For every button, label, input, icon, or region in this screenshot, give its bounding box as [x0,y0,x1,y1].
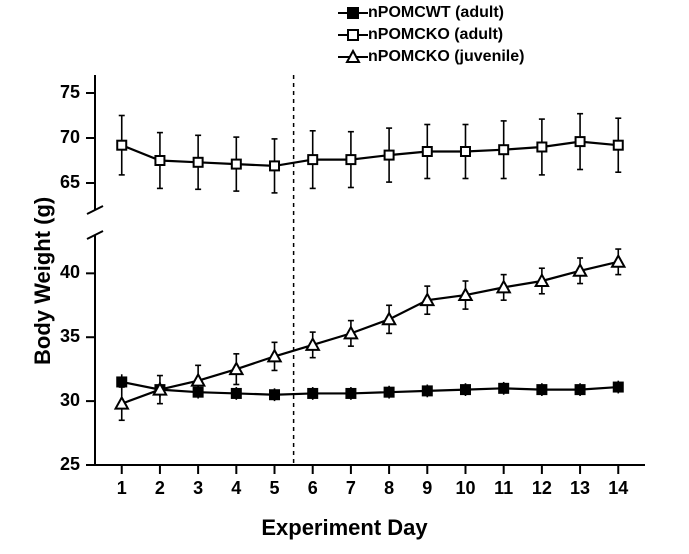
open-square-icon [338,26,368,44]
legend-item: nPOMCWT (adult) [338,2,524,24]
svg-text:8: 8 [384,478,394,498]
svg-text:11: 11 [494,478,513,498]
legend-label: nPOMCWT (adult) [368,4,504,22]
legend: nPOMCWT (adult) nPOMCKO (adult) nPOMCKO (j… [338,2,524,68]
svg-text:4: 4 [231,478,241,498]
svg-text:7: 7 [346,478,356,498]
svg-text:2: 2 [155,478,165,498]
chart-container: 253035406570751234567891011121314 nPOMCW… [0,0,689,554]
filled-square-icon [338,4,368,22]
svg-text:6: 6 [308,478,318,498]
svg-text:1: 1 [117,478,127,498]
svg-text:13: 13 [570,478,590,498]
svg-text:75: 75 [60,82,80,102]
svg-text:35: 35 [60,326,80,346]
chart-svg: 253035406570751234567891011121314 [0,0,689,554]
y-axis-label: Body Weight (g) [30,197,56,365]
legend-label: nPOMCKO (adult) [368,26,503,44]
svg-text:10: 10 [455,478,475,498]
open-triangle-icon [338,48,368,66]
svg-text:12: 12 [532,478,552,498]
legend-label: nPOMCKO (juvenile) [368,48,524,66]
svg-text:30: 30 [60,390,80,410]
svg-text:14: 14 [608,478,628,498]
legend-item: nPOMCKO (adult) [338,24,524,46]
svg-text:65: 65 [60,172,80,192]
svg-text:70: 70 [60,127,80,147]
svg-text:25: 25 [60,454,80,474]
svg-text:9: 9 [422,478,432,498]
svg-text:40: 40 [60,262,80,282]
legend-item: nPOMCKO (juvenile) [338,46,524,68]
series [119,114,622,193]
x-axis-label: Experiment Day [0,515,689,541]
svg-text:3: 3 [193,478,203,498]
svg-text:5: 5 [270,478,280,498]
